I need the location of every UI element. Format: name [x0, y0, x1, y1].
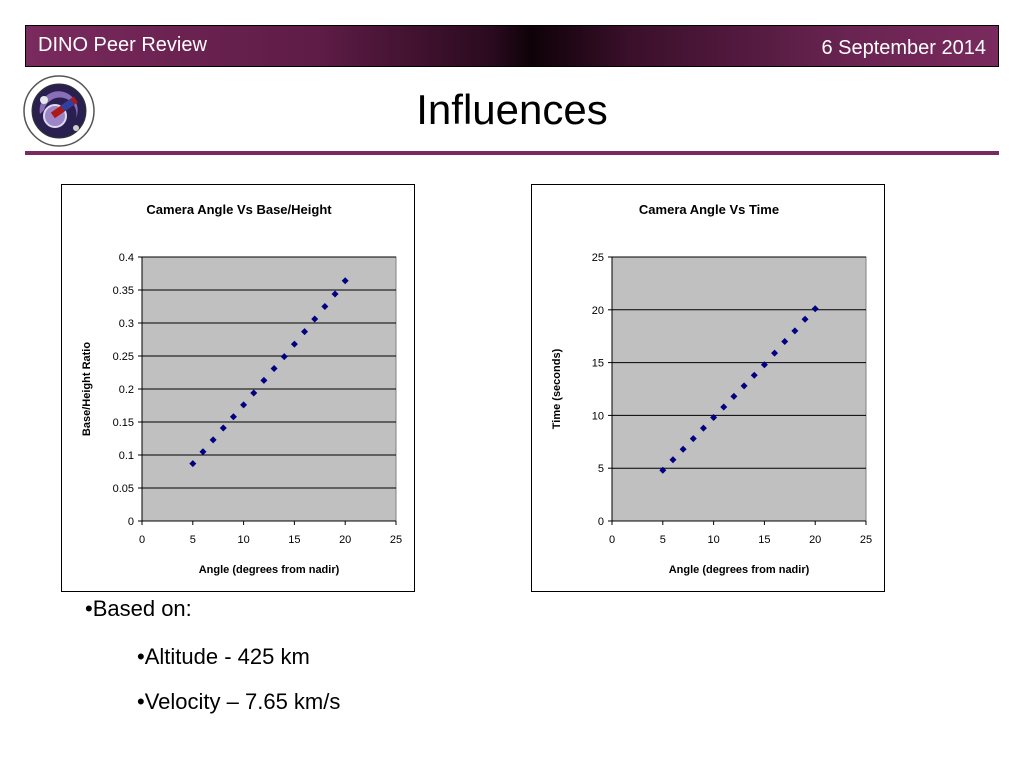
data-point [679, 445, 687, 453]
data-point [689, 435, 697, 443]
data-point [229, 413, 237, 421]
data-point [811, 305, 819, 313]
y-tick-label: 0.4 [119, 252, 134, 264]
data-point [699, 424, 707, 432]
y-tick-label: 0.2 [119, 384, 134, 396]
data-point [270, 365, 278, 373]
y-tick-label: 0.3 [119, 318, 134, 330]
header-bar: DINO Peer Review 6 September 2014 [25, 25, 999, 67]
data-point [801, 315, 809, 323]
bullet-altitude: •Altitude - 425 km [137, 644, 310, 669]
data-point [720, 403, 728, 411]
data-point [750, 371, 758, 379]
y-tick-label: 15 [592, 358, 604, 370]
time-chart: 0 5 10 15 20 25 0 5 10 15 20 25 Camera Angle Vs Time… [531, 184, 885, 592]
data-point [280, 353, 288, 361]
data-point [209, 436, 217, 444]
x-tick-label: 0 [139, 534, 145, 546]
x-tick-label: 20 [339, 534, 351, 546]
y-tick-label: 0 [598, 516, 604, 528]
x-tick-label: 5 [190, 534, 196, 546]
data-point [730, 392, 738, 400]
presentation-title: DINO Peer Review [38, 34, 207, 56]
data-point [189, 460, 197, 468]
data-point [791, 327, 799, 335]
x-tick-label: 5 [660, 534, 666, 546]
y-tick-label: 0.35 [113, 285, 134, 297]
x-tick-label: 0 [609, 534, 615, 546]
data-point [781, 337, 789, 345]
data-point [740, 382, 748, 390]
data-point [321, 303, 329, 310]
x-tick-label: 10 [237, 534, 249, 546]
x-tick-label: 20 [809, 534, 821, 546]
y-tick-label: 20 [592, 305, 604, 317]
data-point [659, 466, 667, 474]
data-point [760, 361, 768, 369]
y-tick-label: 5 [598, 463, 604, 475]
x-tick-label: 15 [758, 534, 770, 546]
base-height-chart-svg: 0 0.05 0.1 0.15 0.2 0.25 0.3 0.35 0.4 0 5 10 15 20 25 C… [81, 202, 402, 576]
y-tick-label: 10 [592, 410, 604, 422]
data-point [199, 448, 207, 456]
dino-logo-icon [23, 75, 95, 147]
data-point [290, 340, 298, 348]
title-divider [25, 151, 999, 155]
x-tick-label: 25 [860, 534, 872, 546]
data-point [219, 424, 227, 432]
time-chart-svg: 0 5 10 15 20 25 0 5 10 15 20 25 Camera Angle Vs Time… [551, 202, 872, 576]
data-point [331, 290, 339, 298]
chart-title: Camera Angle Vs Base/Height [146, 202, 332, 217]
y-tick-label: 0.05 [113, 483, 134, 495]
data-point [771, 349, 779, 357]
x-tick-label: 15 [288, 534, 300, 546]
y-tick-label: 0.15 [113, 417, 134, 429]
y-axis-label: Time (seconds) [551, 348, 563, 429]
bullet-based-on: •Based on: [85, 596, 192, 621]
data-point [240, 401, 248, 409]
x-axis-label: Angle (degrees from nadir) [199, 564, 340, 576]
data-point [669, 456, 677, 464]
x-axis-label: Angle (degrees from nadir) [669, 564, 810, 576]
bullet-velocity: •Velocity – 7.65 km/s [137, 689, 341, 714]
chart-title: Camera Angle Vs Time [639, 202, 779, 217]
data-point [250, 389, 258, 397]
presentation-date: 6 September 2014 [821, 37, 986, 59]
data-point [341, 277, 349, 285]
base-height-chart: 0 0.05 0.1 0.15 0.2 0.25 0.3 0.35 0.4 0 5 10 15 20 25 C… [61, 184, 415, 592]
slide-title: Influences [416, 86, 608, 133]
plot-area [611, 256, 867, 522]
x-tick-label: 10 [707, 534, 719, 546]
y-axis-label: Base/Height Ratio [81, 342, 93, 436]
data-point [260, 376, 268, 384]
x-tick-label: 25 [390, 534, 402, 546]
y-tick-label: 0 [128, 516, 134, 528]
y-tick-label: 25 [592, 252, 604, 264]
data-point [311, 315, 319, 323]
data-point [710, 414, 718, 422]
data-point [301, 328, 309, 336]
y-tick-label: 0.1 [119, 450, 134, 462]
y-tick-label: 0.25 [113, 351, 134, 363]
